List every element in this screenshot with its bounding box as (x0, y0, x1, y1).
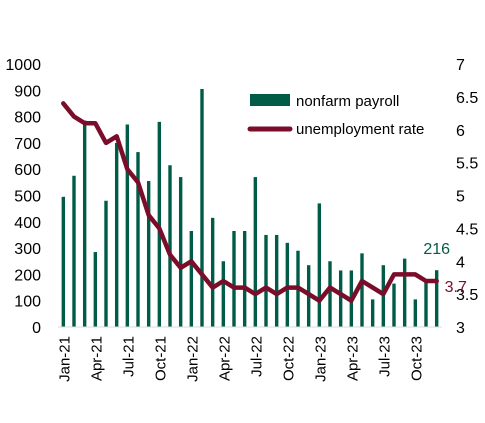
payroll-bar (360, 253, 364, 327)
payroll-bar (424, 280, 428, 327)
payroll-bar (274, 234, 279, 327)
y-right-tick-label: 5 (456, 189, 465, 206)
payroll-bar (72, 175, 76, 327)
y-left-tick-label: 200 (14, 267, 41, 284)
x-tick-label: Oct-21 (152, 336, 169, 381)
line-series (61, 101, 439, 303)
payroll-bar (168, 165, 172, 327)
y-left-tick-label: 700 (14, 136, 41, 153)
payroll-bar (210, 217, 215, 327)
y-left-tick-label: 300 (14, 241, 41, 258)
payroll-bar (253, 177, 258, 327)
x-tick-label: Apr-23 (344, 336, 361, 381)
legend: nonfarm payroll unemployment rate (247, 93, 424, 138)
payroll-bar (285, 242, 290, 327)
x-tick-label: Jan-23 (312, 336, 329, 382)
y-right-tick-label: 4.5 (456, 221, 478, 238)
payroll-bar (157, 121, 162, 327)
y-right-tick-label: 6 (456, 123, 465, 140)
x-tick-label: Jan-21 (56, 336, 73, 382)
payroll-bar (125, 124, 130, 328)
y-left-tick-label: 800 (14, 110, 41, 127)
legend-label-nonfarm-payroll: nonfarm payroll (296, 93, 399, 110)
payroll-bar (370, 299, 375, 327)
y-right-tick-label: 3 (456, 320, 465, 337)
data-annotations: 216 3.7 (423, 241, 467, 296)
payroll-bar (221, 261, 226, 327)
y-left-tick-label: 100 (14, 294, 41, 311)
payroll-bar (136, 152, 140, 327)
y-left-tick-label: 400 (14, 215, 41, 232)
y-left-tick-label: 0 (32, 320, 41, 337)
line-last-value-label: 3.7 (445, 279, 467, 296)
payroll-bar (146, 181, 151, 327)
payroll-bar (200, 88, 204, 327)
y-right-tick-label: 7 (456, 57, 465, 74)
y-right-tick-label: 5.5 (456, 156, 478, 173)
y-right-tick-label: 6.5 (456, 90, 478, 107)
payroll-bar (242, 231, 247, 327)
unemployment-rate-line (61, 101, 439, 303)
payroll-bar (104, 200, 108, 327)
payroll-bar (93, 252, 98, 327)
x-tick-label: Jul-21 (120, 336, 137, 377)
payroll-bar (434, 270, 439, 327)
y-axis-left: 0 100 200 300 400 500 600 700 800 900 1000 (5, 57, 41, 337)
x-tick-label: Jan-22 (184, 336, 201, 382)
x-tick-label: Jul-22 (248, 336, 265, 377)
bar-last-value-label: 216 (423, 241, 450, 258)
x-tick-label: Apr-21 (88, 336, 105, 381)
payroll-bar (264, 234, 268, 327)
payroll-bar (402, 258, 407, 327)
y-left-tick-label: 500 (14, 189, 41, 206)
x-axis: Jan-21 Apr-21 Jul-21 Oct-21 Jan-22 Apr-22 Jul-… (56, 326, 442, 382)
payroll-bar (82, 120, 87, 327)
y-right-tick-label: 3.5 (456, 287, 478, 304)
y-left-tick-label: 1000 (5, 57, 41, 74)
payroll-bar (189, 231, 194, 327)
legend-label-unemployment-rate: unemployment rate (296, 121, 424, 138)
y-axis-right: 3 3.5 4 4.5 5 5.5 6 6.5 7 (456, 57, 478, 337)
payroll-bar (178, 177, 183, 327)
payroll-bar (413, 299, 418, 327)
legend-swatch-nonfarm-payroll (250, 94, 290, 106)
x-tick-label: Oct-23 (408, 336, 425, 381)
payroll-bar (392, 283, 396, 327)
y-right-tick-label: 4 (456, 254, 465, 271)
x-tick-label: Oct-22 (280, 336, 297, 381)
y-left-tick-label: 900 (14, 83, 41, 100)
payroll-bar (338, 270, 343, 327)
payroll-bar (61, 196, 66, 327)
x-tick-label: Apr-22 (216, 336, 233, 381)
payroll-bar (317, 203, 322, 327)
payroll-bar (114, 142, 119, 327)
x-tick-label: Jul-23 (376, 336, 393, 377)
payroll-bar (232, 231, 236, 327)
y-left-tick-label: 600 (14, 162, 41, 179)
payroll-bar (328, 261, 332, 327)
